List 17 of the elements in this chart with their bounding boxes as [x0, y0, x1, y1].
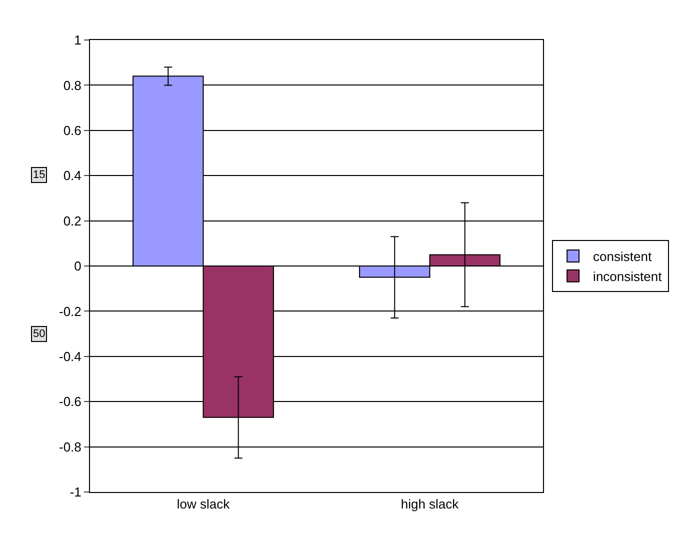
text: 15 — [33, 169, 46, 181]
y-tick-label: 0.8 — [63, 78, 82, 93]
y-tick-label: 0 — [74, 258, 82, 274]
y-tick-label: -0.4 — [58, 348, 82, 364]
legend-label: inconsistent — [593, 268, 662, 284]
y-tick-label: 0.4 — [63, 168, 82, 184]
y-tick-label: -0.6 — [58, 394, 82, 410]
y-tick-label: 0.6 — [63, 122, 82, 138]
y-tick-label: -0.2 — [58, 304, 82, 319]
y-tick-label: -1 — [70, 484, 82, 500]
x-tick-label: low slack — [176, 496, 230, 512]
y-tick-label: 0.2 — [63, 213, 82, 228]
text: 50 — [33, 328, 46, 340]
legend-label: consistent — [593, 249, 652, 264]
y-tick-label: -0.8 — [58, 439, 82, 454]
x-tick-label: high slack — [400, 496, 460, 512]
y-tick-label: 1 — [74, 32, 82, 48]
